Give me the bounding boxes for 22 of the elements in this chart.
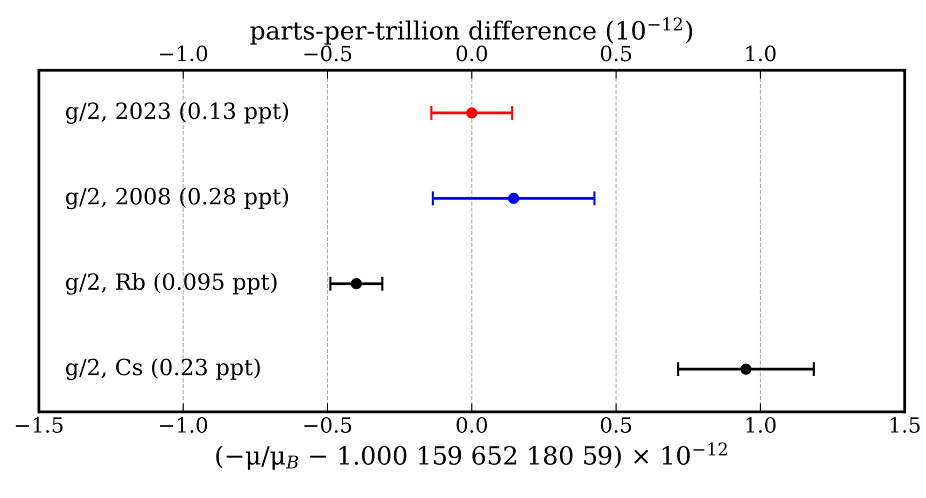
x-tick-label: −1.0 xyxy=(160,417,208,433)
y-tick-label: g/2, Cs (0.23 ppt) xyxy=(66,358,260,380)
x-tick-label: 0.5 xyxy=(600,417,632,433)
x-tick-label: −1.5 xyxy=(16,417,63,433)
y-tick-label: g/2, 2008 (0.28 ppt) xyxy=(66,187,288,210)
point xyxy=(740,364,752,375)
x2-tick-label: 1.0 xyxy=(746,46,776,62)
x2-tick-label: 0.0 xyxy=(456,46,487,62)
x2-axis-title: parts-per-trillion difference (10$^{−12}$) xyxy=(250,17,692,45)
x2-tick-label: −0.5 xyxy=(304,46,352,62)
point xyxy=(508,192,520,204)
x-tick-label: 1.5 xyxy=(890,417,920,433)
x2-tick-label: −1.0 xyxy=(160,46,208,62)
y-tick-label: g/2, 2023 (0.13 ppt) xyxy=(66,102,288,124)
x-axis-title: (−μ/μ$_{B}$ − 1.000 159 652 180 59) × 10$^{−12}$ xyxy=(216,442,727,470)
x-tick-label: 1.0 xyxy=(746,417,776,433)
point xyxy=(350,278,362,290)
y-tick-label: g/2, Rb (0.095 ppt) xyxy=(66,272,277,295)
x-tick-label: 0.0 xyxy=(456,417,487,433)
point xyxy=(466,107,478,118)
x2-tick-label: 0.5 xyxy=(600,46,632,62)
x-tick-label: −0.5 xyxy=(304,417,352,433)
